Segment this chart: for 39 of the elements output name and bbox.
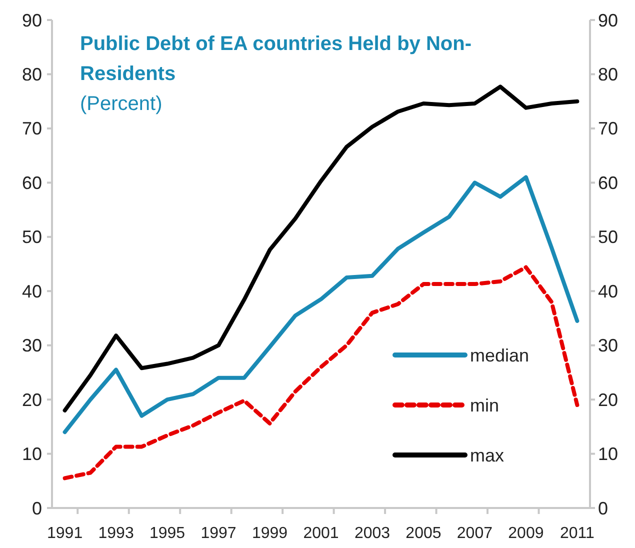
y-tick-label: 90 bbox=[22, 10, 42, 30]
y-tick-label: 0 bbox=[32, 498, 42, 518]
y-tick-label: 60 bbox=[22, 172, 42, 193]
x-tick-label: 2011 bbox=[560, 525, 594, 542]
y2-tick-label: 90 bbox=[598, 10, 618, 30]
y-tick-label: 40 bbox=[22, 281, 42, 302]
line-series bbox=[62, 84, 580, 412]
y2-tick-label: 60 bbox=[598, 172, 618, 193]
line-series bbox=[62, 265, 580, 480]
y-tick-label: 10 bbox=[22, 444, 42, 464]
x-tick-label: 2003 bbox=[354, 525, 390, 542]
x-tick-label: 1991 bbox=[47, 525, 83, 542]
y2-tick-label: 50 bbox=[598, 227, 618, 248]
legend-label: min bbox=[470, 395, 500, 416]
y2-tick-label: 70 bbox=[598, 118, 618, 139]
y2-tick-label: 0 bbox=[598, 498, 608, 518]
y-tick-label: 30 bbox=[22, 336, 42, 356]
x-tick-label: 1999 bbox=[252, 525, 288, 542]
x-tick-label: 1997 bbox=[200, 525, 236, 542]
x-tick-label: 2005 bbox=[406, 525, 442, 542]
y-tick-label: 80 bbox=[22, 64, 42, 85]
y-tick-label: 20 bbox=[22, 390, 42, 410]
text: Public Debt of EA countries Held by Non-Residents bbox=[80, 33, 472, 85]
x-tick-label: 1995 bbox=[149, 525, 186, 542]
y2-tick-label: 30 bbox=[598, 336, 618, 356]
legend-label: median bbox=[470, 345, 530, 366]
x-tick-label: 2001 bbox=[303, 525, 339, 542]
y2-tick-label: 40 bbox=[598, 281, 618, 302]
x-tick-label: 2007 bbox=[456, 525, 493, 542]
x-tick-label: 2009 bbox=[508, 525, 544, 542]
y2-tick-label: 10 bbox=[598, 444, 618, 464]
y-tick-label: 70 bbox=[22, 118, 42, 139]
text: (Percent) bbox=[80, 93, 162, 115]
legend-label: max bbox=[470, 445, 504, 466]
y2-tick-label: 20 bbox=[598, 390, 618, 410]
line-series bbox=[62, 175, 580, 434]
y2-tick-label: 80 bbox=[598, 64, 618, 85]
x-tick-label: 1993 bbox=[98, 525, 134, 542]
y-tick-label: 50 bbox=[22, 227, 42, 248]
